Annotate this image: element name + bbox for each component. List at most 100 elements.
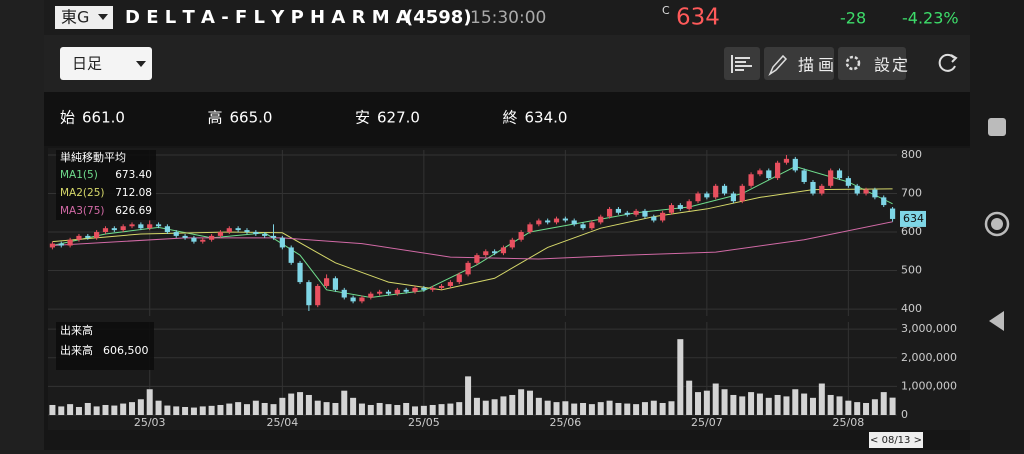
candle-body <box>527 224 533 233</box>
volume-bar <box>792 389 799 415</box>
candle-body <box>262 233 268 236</box>
candle-body <box>173 232 179 236</box>
volume-bar <box>93 406 100 415</box>
volume-bar <box>226 403 233 415</box>
candle-body <box>209 235 215 240</box>
candle-body <box>332 278 339 290</box>
candle-body <box>606 208 613 217</box>
indicator-button[interactable] <box>724 47 760 80</box>
volume-bar <box>633 404 640 415</box>
candle-body <box>651 216 657 221</box>
candle-body <box>49 243 56 248</box>
candle-body <box>580 224 586 229</box>
volume-bar <box>252 400 259 415</box>
candle-body <box>562 218 568 221</box>
ohlc-label: 始 <box>60 109 75 127</box>
volume-bar <box>182 406 189 415</box>
candle-body <box>235 228 241 231</box>
candle-body <box>403 289 409 292</box>
price: 634 <box>676 5 720 31</box>
ohlc-row <box>44 92 970 146</box>
candle-body <box>297 262 303 283</box>
volume-bar <box>49 404 56 415</box>
legend-title: 出来高 <box>60 323 93 337</box>
y-tick-label: 600 <box>901 225 922 238</box>
candle-body <box>757 170 763 175</box>
candle-body <box>668 205 675 213</box>
volume-bar <box>199 406 206 415</box>
volume-bar <box>146 389 153 415</box>
chart-area <box>48 148 970 430</box>
volume-bar <box>703 390 710 415</box>
volume-bar <box>730 394 737 415</box>
stock-name: D E L T A - F L Y P H A R M A <box>125 7 410 28</box>
settings-button[interactable] <box>838 47 906 80</box>
change-pct: -4.23% <box>902 9 959 28</box>
price-tag-label: 634 <box>903 212 924 225</box>
candle-body <box>394 289 400 294</box>
candle-body <box>412 287 418 292</box>
ohlc-label: 高 <box>208 109 223 127</box>
candle-body <box>624 212 630 215</box>
candle-body <box>102 228 109 233</box>
candle-body <box>200 239 206 242</box>
legend-box <box>56 322 154 370</box>
legend-name: 出来高 <box>60 343 93 357</box>
legend-name: MA1(5) <box>60 169 98 181</box>
volume-bar <box>668 401 675 415</box>
volume-bar <box>84 402 91 415</box>
candle-body <box>385 291 392 294</box>
candle-body <box>889 208 896 219</box>
candle-body <box>323 278 330 286</box>
indicator-icon <box>731 55 752 73</box>
candle-body <box>677 205 683 209</box>
nav-recent[interactable] <box>988 118 1006 136</box>
period-select[interactable] <box>60 47 152 80</box>
candle-body <box>819 185 825 194</box>
pencil-icon <box>768 54 788 77</box>
volume-bar <box>358 403 365 415</box>
candle-body <box>85 235 91 238</box>
volume-bar <box>314 400 321 415</box>
legend-name: MA3(75) <box>60 205 104 217</box>
ohlc-value: 634.0 <box>525 109 568 127</box>
volume-bar <box>765 397 772 415</box>
y-tick-label: 700 <box>901 187 922 200</box>
candle-body <box>217 232 224 236</box>
legend-value: 712.08 <box>115 187 152 199</box>
volume-bar <box>889 397 896 415</box>
volume-bar <box>270 404 277 415</box>
y-tick-label: 3,000,000 <box>901 322 957 335</box>
nav-home[interactable] <box>984 211 1010 237</box>
candle-body <box>589 222 595 229</box>
candle-body <box>739 185 745 202</box>
volume-bar <box>491 399 498 415</box>
volume-bar <box>305 394 312 415</box>
candle-body <box>368 293 374 298</box>
refresh-icon[interactable] <box>938 53 956 72</box>
x-tick-label: 25/07 <box>691 416 723 429</box>
volume-bar <box>526 390 533 415</box>
candle-body <box>571 220 577 225</box>
candle-body <box>598 216 604 223</box>
volume-bar <box>129 402 136 415</box>
flag: C <box>662 4 670 17</box>
market-select[interactable] <box>55 6 113 29</box>
candle-body <box>226 228 232 233</box>
ohlc-label: 終 <box>503 109 518 127</box>
candle-body <box>518 232 524 240</box>
candle-body <box>164 226 170 233</box>
candle-body <box>615 208 622 213</box>
legend-value: 626.69 <box>115 205 152 217</box>
candle-body <box>721 185 728 194</box>
candle-body <box>633 210 639 215</box>
volume-bar <box>376 402 383 415</box>
volume-bar <box>580 402 587 415</box>
draw-button[interactable] <box>764 47 834 80</box>
volume-bar <box>403 402 410 415</box>
volume-bar <box>553 402 560 415</box>
nav-back[interactable] <box>989 311 1004 331</box>
candle-body <box>775 162 781 179</box>
volume-bar <box>261 402 268 415</box>
